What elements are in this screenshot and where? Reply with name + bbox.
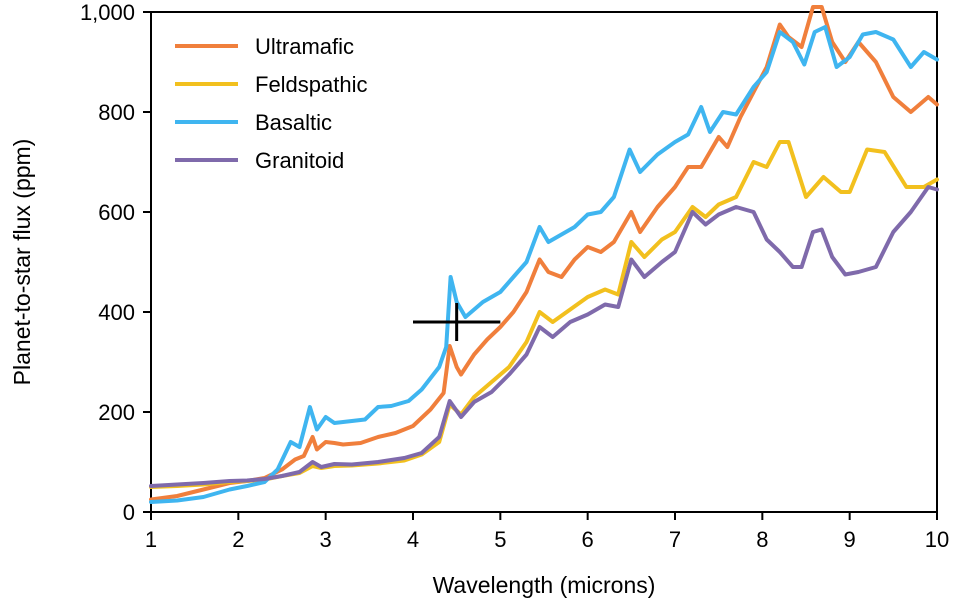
series-line-ultramafic [149,5,939,502]
y-tick-label: 200 [98,400,135,425]
legend-label-basaltic: Basaltic [255,110,332,135]
x-tick-label: 1 [145,527,157,552]
x-tick-label: 3 [320,527,332,552]
x-tick-label: 10 [925,527,949,552]
series-line-feldspathic [149,140,939,489]
y-tick-label: 400 [98,300,135,325]
y-axis-ticks: 0 200 400 600 800 1,000 [80,0,151,525]
plot-area [149,5,939,513]
series-line-granitoid [149,185,939,488]
x-tick-label: 8 [756,527,768,552]
error-bar-marker [413,303,501,341]
x-tick-label: 6 [582,527,594,552]
x-tick-label: 5 [494,527,506,552]
y-tick-label: 0 [123,500,135,525]
y-tick-label: 800 [98,100,135,125]
y-axis-label: Planet-to-star flux (ppm) [9,139,35,386]
x-tick-label: 2 [232,527,244,552]
y-tick-label: 600 [98,200,135,225]
x-tick-label: 9 [844,527,856,552]
x-axis-ticks: 1 2 3 4 5 6 7 8 9 10 [145,512,949,552]
plot-frame [150,11,938,513]
series-layer [149,5,939,504]
legend-label-ultramafic: Ultramafic [255,34,354,59]
legend-label-feldspathic: Feldspathic [255,72,368,97]
y-tick-label: 1,000 [80,0,135,25]
legend-label-granitoid: Granitoid [255,148,344,173]
x-tick-label: 4 [407,527,419,552]
x-tick-label: 7 [669,527,681,552]
series-line-basaltic [149,25,939,504]
legend: Ultramafic Feldspathic Basaltic Granitoid [175,34,368,173]
x-axis-label: Wavelength (microns) [433,572,656,598]
